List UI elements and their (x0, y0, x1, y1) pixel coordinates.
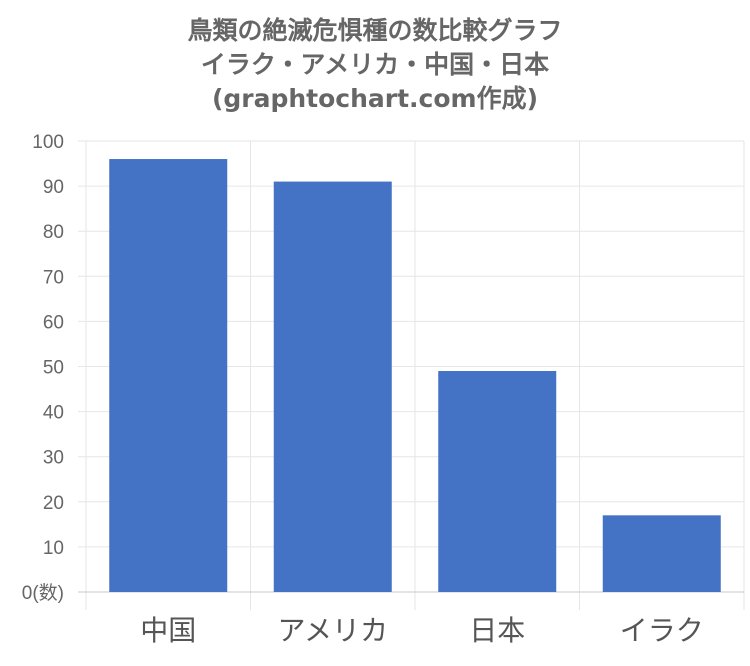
y-tick-label: 30 (43, 448, 64, 469)
bar-3 (602, 515, 721, 592)
bar-0 (109, 159, 228, 593)
y-tick-label: 10 (43, 538, 64, 559)
chart-title: 鳥類の絶滅危惧種の数比較グラフ イラク・アメリカ・中国・日本 (graphtoc… (0, 14, 750, 116)
y-tick-label: 50 (43, 358, 64, 379)
y-tick-label: 20 (43, 493, 64, 514)
y-tick-label: 70 (43, 267, 64, 288)
y-tick-label: 90 (43, 177, 64, 198)
x-category-label: 日本 (469, 614, 525, 647)
y-tick-label: 60 (43, 312, 64, 333)
bar-1 (273, 181, 392, 592)
y-tick-label: 80 (43, 222, 64, 243)
x-category-label: アメリカ (277, 614, 388, 647)
chart-title-line-1: 鳥類の絶滅危惧種の数比較グラフ (187, 16, 563, 45)
y-tick-label: 100 (32, 132, 64, 153)
bar-2 (438, 371, 557, 592)
x-category-label: イラク (620, 614, 704, 647)
chart-title-line-3: (graphtochart.com作成) (211, 84, 539, 113)
chart-title-line-2: イラク・アメリカ・中国・日本 (200, 50, 550, 79)
y-tick-label: 40 (43, 403, 64, 424)
x-category-label: 中国 (140, 614, 196, 647)
y-tick-label: 0(数) (22, 582, 64, 604)
